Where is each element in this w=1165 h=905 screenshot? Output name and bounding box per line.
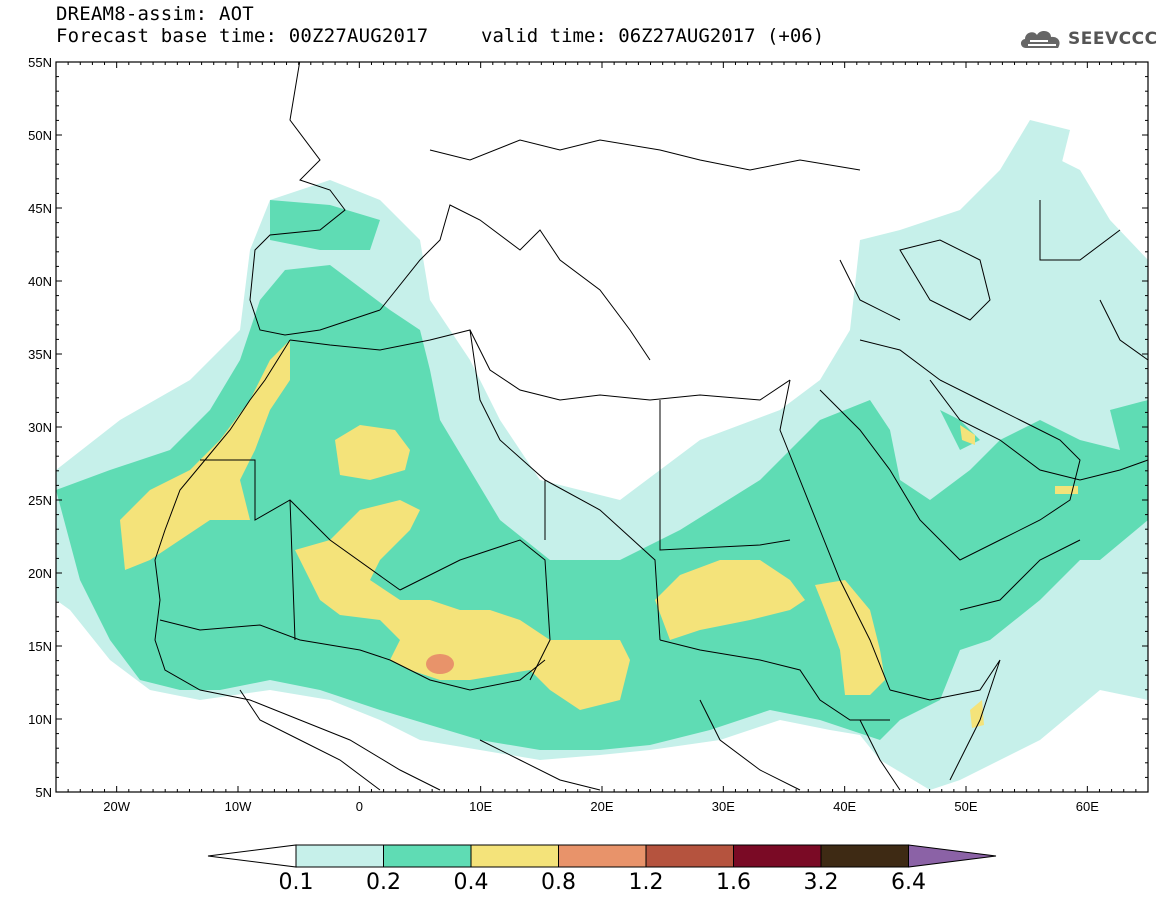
colorbar-cell <box>733 844 822 868</box>
lat-tick-label: 25N <box>28 493 52 508</box>
lat-tick-label: 55N <box>28 55 52 70</box>
colorbar-level-label: 0.4 <box>453 870 489 895</box>
aot-region-0.4 <box>120 340 290 570</box>
lat-tick-label: 30N <box>28 420 52 435</box>
lon-tick-label: 10W <box>225 799 252 814</box>
lon-tick-label: 50E <box>954 799 977 814</box>
colorbar-cell <box>383 844 472 868</box>
lat-tick-label: 5N <box>35 785 52 800</box>
latitude-axis: 55N 50N 45N 40N 35N 30N 25N 20N 15N 10N 5N <box>28 55 1148 800</box>
colorbar-level-label: 0.1 <box>278 870 314 895</box>
colorbar-arrow-high <box>908 844 997 868</box>
lat-tick-label: 20N <box>28 566 52 581</box>
lon-tick-label: 40E <box>833 799 856 814</box>
lon-tick-label: 30E <box>712 799 735 814</box>
lon-tick-label: 20E <box>590 799 613 814</box>
lat-tick-label: 35N <box>28 347 52 362</box>
seevccc-logo: SEEVCCC <box>1018 24 1158 54</box>
colorbar-level-label: 0.8 <box>541 870 576 895</box>
colorbar-cell <box>645 844 734 868</box>
colorbar-cell <box>558 844 647 868</box>
lat-tick-label: 15N <box>28 639 52 654</box>
lon-tick-label: 60E <box>1076 799 1099 814</box>
colorbar-cell <box>470 844 559 868</box>
aot-region-0.2 <box>56 265 1148 750</box>
lat-tick-label: 50N <box>28 128 52 143</box>
colorbar-level-label: 6.4 <box>891 870 926 895</box>
chart-title: DREAM8-assim: AOT <box>56 3 254 25</box>
colorbar-level-label: 3.2 <box>803 870 839 895</box>
colorbar-cell <box>295 844 384 868</box>
colorbar-level-label: 1.6 <box>716 870 751 895</box>
logo-text: SEEVCCC <box>1068 29 1158 49</box>
colorbar-level-label: 1.2 <box>628 870 664 895</box>
lon-tick-label: 0 <box>356 799 363 814</box>
lat-tick-label: 10N <box>28 712 52 727</box>
lon-tick-label: 10E <box>469 799 492 814</box>
base-time-label: Forecast base time: 00Z27AUG2017 <box>56 25 429 47</box>
colorbar-level-label: 0.2 <box>366 870 401 895</box>
lon-tick-label: 20W <box>103 799 130 814</box>
valid-time-label: valid time: 06Z27AUG2017 (+06) <box>481 25 825 47</box>
colorbar-cell <box>820 844 909 868</box>
lat-tick-label: 40N <box>28 274 52 289</box>
longitude-axis: 20W 10W 0 10E 20E 30E 40E 50E 60E <box>67 62 1137 814</box>
aot-region-0.8 <box>426 654 454 674</box>
colorbar-arrow-low <box>207 844 297 868</box>
cloud-icon <box>1020 31 1060 48</box>
lat-tick-label: 45N <box>28 201 52 216</box>
